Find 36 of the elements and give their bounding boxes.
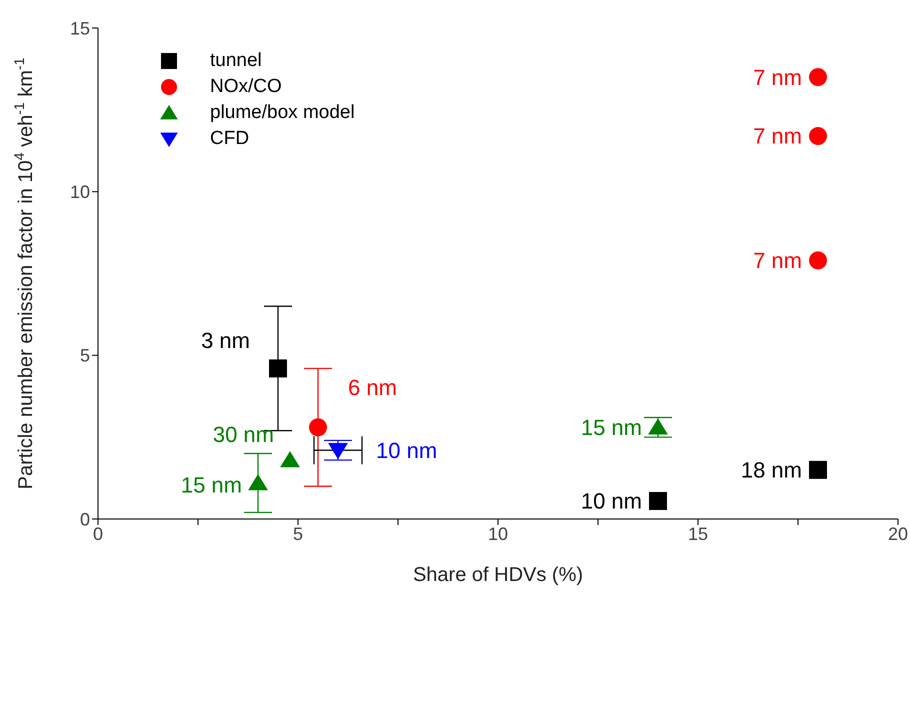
legend-label: NOx/CO: [210, 76, 282, 98]
annotation: 6 nm: [348, 375, 397, 400]
annotation: 15 nm: [180, 472, 242, 498]
y-tick-label: 10: [70, 182, 90, 202]
annotation: 7 nm: [753, 124, 802, 149]
annotation: 7 nm: [753, 64, 802, 90]
point: [649, 492, 667, 510]
point: [280, 451, 300, 468]
x-tick-label: 10: [488, 524, 508, 544]
point: [328, 443, 348, 460]
point: [648, 418, 668, 435]
x-tick-label: 0: [92, 524, 104, 544]
point: [809, 460, 827, 479]
annotation: 10 nm: [580, 488, 642, 514]
y-tick-label: 5: [80, 346, 90, 366]
annotation: 3 nm: [201, 328, 250, 354]
x-tick-label: 20: [888, 524, 908, 544]
x-tick-label: 15: [688, 524, 708, 544]
point: [809, 127, 827, 146]
y-tick-label: 15: [70, 18, 90, 38]
annotation: 10 nm: [376, 438, 438, 463]
point: [309, 418, 327, 436]
x-axis-title: Share of HDVs (%): [412, 564, 584, 586]
point: [809, 251, 827, 270]
annotation: 30 nm: [212, 422, 274, 447]
point: [248, 474, 268, 490]
annotation: 15 nm: [580, 415, 642, 440]
legend-label: tunnel: [210, 50, 262, 72]
annotation: 18 nm: [740, 458, 802, 483]
legend-label: plume/box model: [210, 102, 355, 124]
annotation: 7 nm: [753, 248, 802, 274]
x-tick-label: 5: [292, 524, 304, 544]
y-tick-label: 0: [80, 509, 90, 530]
point: [809, 68, 827, 86]
legend-label: CFD: [210, 128, 250, 150]
point: [269, 359, 287, 378]
